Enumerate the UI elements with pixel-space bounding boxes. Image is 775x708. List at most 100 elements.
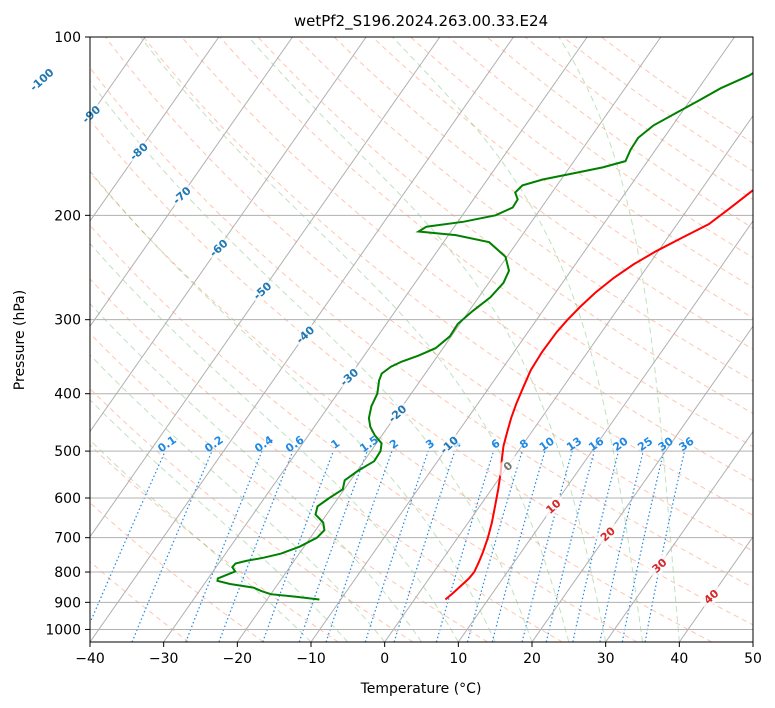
mixing-ratio-label: 1.5 <box>357 433 380 455</box>
mixing-ratio-line <box>435 450 495 642</box>
mixing-ratio-line <box>599 450 644 642</box>
dry-adiabat-line <box>601 37 753 144</box>
isotherm-label-bg <box>594 520 622 548</box>
mixing-ratio-line <box>521 450 573 642</box>
moist-adiabat-line <box>90 354 386 642</box>
dry-adiabat-line <box>90 278 563 642</box>
isotherm-label-bg <box>697 583 725 610</box>
isotherm-line <box>90 37 441 538</box>
isotherm-label-bg <box>335 363 363 391</box>
mixing-ratio-line <box>90 450 166 625</box>
dry-adiabat-line <box>90 332 488 642</box>
isotherm-line <box>384 114 753 642</box>
y-tick-label: 900 <box>54 595 81 611</box>
moist-adiabat-line <box>90 242 459 642</box>
isotherm-label-bg <box>77 100 105 128</box>
isotherm-label-bg <box>383 400 411 427</box>
isotherm-label-bg <box>125 138 153 165</box>
moist-adiabat-line <box>392 37 643 642</box>
dry-adiabat-line <box>486 37 753 229</box>
isotherm-label: -100 <box>27 66 56 94</box>
mixing-ratio-line <box>131 450 213 642</box>
mixing-ratio-line <box>621 450 665 642</box>
mixing-ratio-label: 2 <box>387 437 401 452</box>
dry-adiabat-line <box>90 388 414 642</box>
mixing-ratio-line <box>364 450 429 642</box>
dewpoint-profile <box>216 71 753 601</box>
x-tick-label: 30 <box>597 651 615 667</box>
mixing-ratio-label: 3 <box>423 437 437 452</box>
y-tick-label: 800 <box>54 565 81 581</box>
isotherm-label-bg <box>494 452 522 480</box>
dry-adiabat-line <box>90 502 264 642</box>
isotherm-label-bg <box>645 552 673 579</box>
mixing-ratio-label: 0.2 <box>202 433 225 455</box>
y-tick-label: 100 <box>54 30 81 46</box>
isotherm-label-bg <box>248 277 276 304</box>
chart-title: wetPf2_S196.2024.263.00.33.E24 <box>294 12 548 31</box>
isotherm-line <box>90 37 293 328</box>
isotherm-line <box>605 430 753 642</box>
isotherm-label-bg <box>168 182 196 209</box>
isotherm-line <box>163 37 588 642</box>
mixing-ratio-line <box>262 450 334 642</box>
mixing-ratio-line <box>298 450 368 642</box>
isotherm-line <box>90 37 367 433</box>
moist-adiabat-line <box>90 399 349 642</box>
moist-adiabat-line <box>90 170 496 642</box>
dry-adiabat-line <box>90 67 753 588</box>
dry-adiabat-line <box>90 224 638 642</box>
x-tick-label: 40 <box>670 651 688 667</box>
mixing-ratio-label: 0.6 <box>283 433 307 455</box>
y-axis-label: Pressure (hPa) <box>12 290 28 390</box>
isotherm-label-bg <box>539 493 567 520</box>
x-tick-label: 20 <box>523 651 541 667</box>
temperature-profile <box>444 189 753 601</box>
moist-adiabat-line <box>90 439 312 642</box>
isotherm-label-bg <box>435 431 463 459</box>
mixing-ratio-line <box>325 450 393 642</box>
x-tick-label: −20 <box>223 651 253 667</box>
y-tick-label: 300 <box>54 313 81 329</box>
isotherm-label-bg <box>291 321 319 348</box>
isotherm-label-bg <box>204 234 233 262</box>
x-tick-label: 50 <box>744 651 762 667</box>
moist-adiabat-line <box>248 37 607 642</box>
y-tick-label: 700 <box>54 531 81 547</box>
mixing-ratio-line <box>218 450 294 642</box>
isotherm-label-bg <box>28 66 56 93</box>
dry-adiabat-line <box>372 37 753 319</box>
isotherm-line <box>678 535 753 642</box>
x-tick-label: −40 <box>75 651 105 667</box>
mixing-ratio-line <box>466 450 523 642</box>
x-tick-label: 10 <box>449 651 467 667</box>
dry-adiabat-line <box>104 37 753 552</box>
mixing-ratio-label: 0.4 <box>252 433 276 455</box>
moist-adiabat-line <box>140 37 570 642</box>
plot-frame <box>89 36 754 643</box>
isotherm-line <box>90 37 220 222</box>
dry-adiabat-line <box>333 37 753 350</box>
y-tick-label: 1000 <box>45 622 81 638</box>
dry-adiabat-line <box>90 560 190 642</box>
mixing-ratio-line <box>545 450 595 642</box>
isotherm-line <box>457 220 753 642</box>
dry-adiabat-line <box>448 37 753 259</box>
x-tick-label: −10 <box>296 651 326 667</box>
isotherm-line <box>0 37 72 642</box>
y-tick-label: 500 <box>54 444 81 460</box>
dry-adiabat-line <box>219 37 753 448</box>
x-tick-label: 0 <box>380 651 389 667</box>
moist-adiabat-line <box>90 80 533 642</box>
isotherm-line <box>752 641 753 642</box>
mixing-ratio-label: 0.1 <box>155 433 178 455</box>
y-tick-label: 400 <box>54 387 81 403</box>
y-tick-label: 200 <box>54 208 81 224</box>
mixing-ratio-line <box>185 450 263 642</box>
moist-adiabat-line <box>90 302 422 642</box>
dry-adiabat-line <box>90 171 712 642</box>
mixing-ratio-label: 1 <box>329 437 343 452</box>
moist-adiabat-line <box>558 37 680 642</box>
dry-adiabat-line <box>295 37 753 382</box>
mixing-ratio-line <box>572 450 620 642</box>
